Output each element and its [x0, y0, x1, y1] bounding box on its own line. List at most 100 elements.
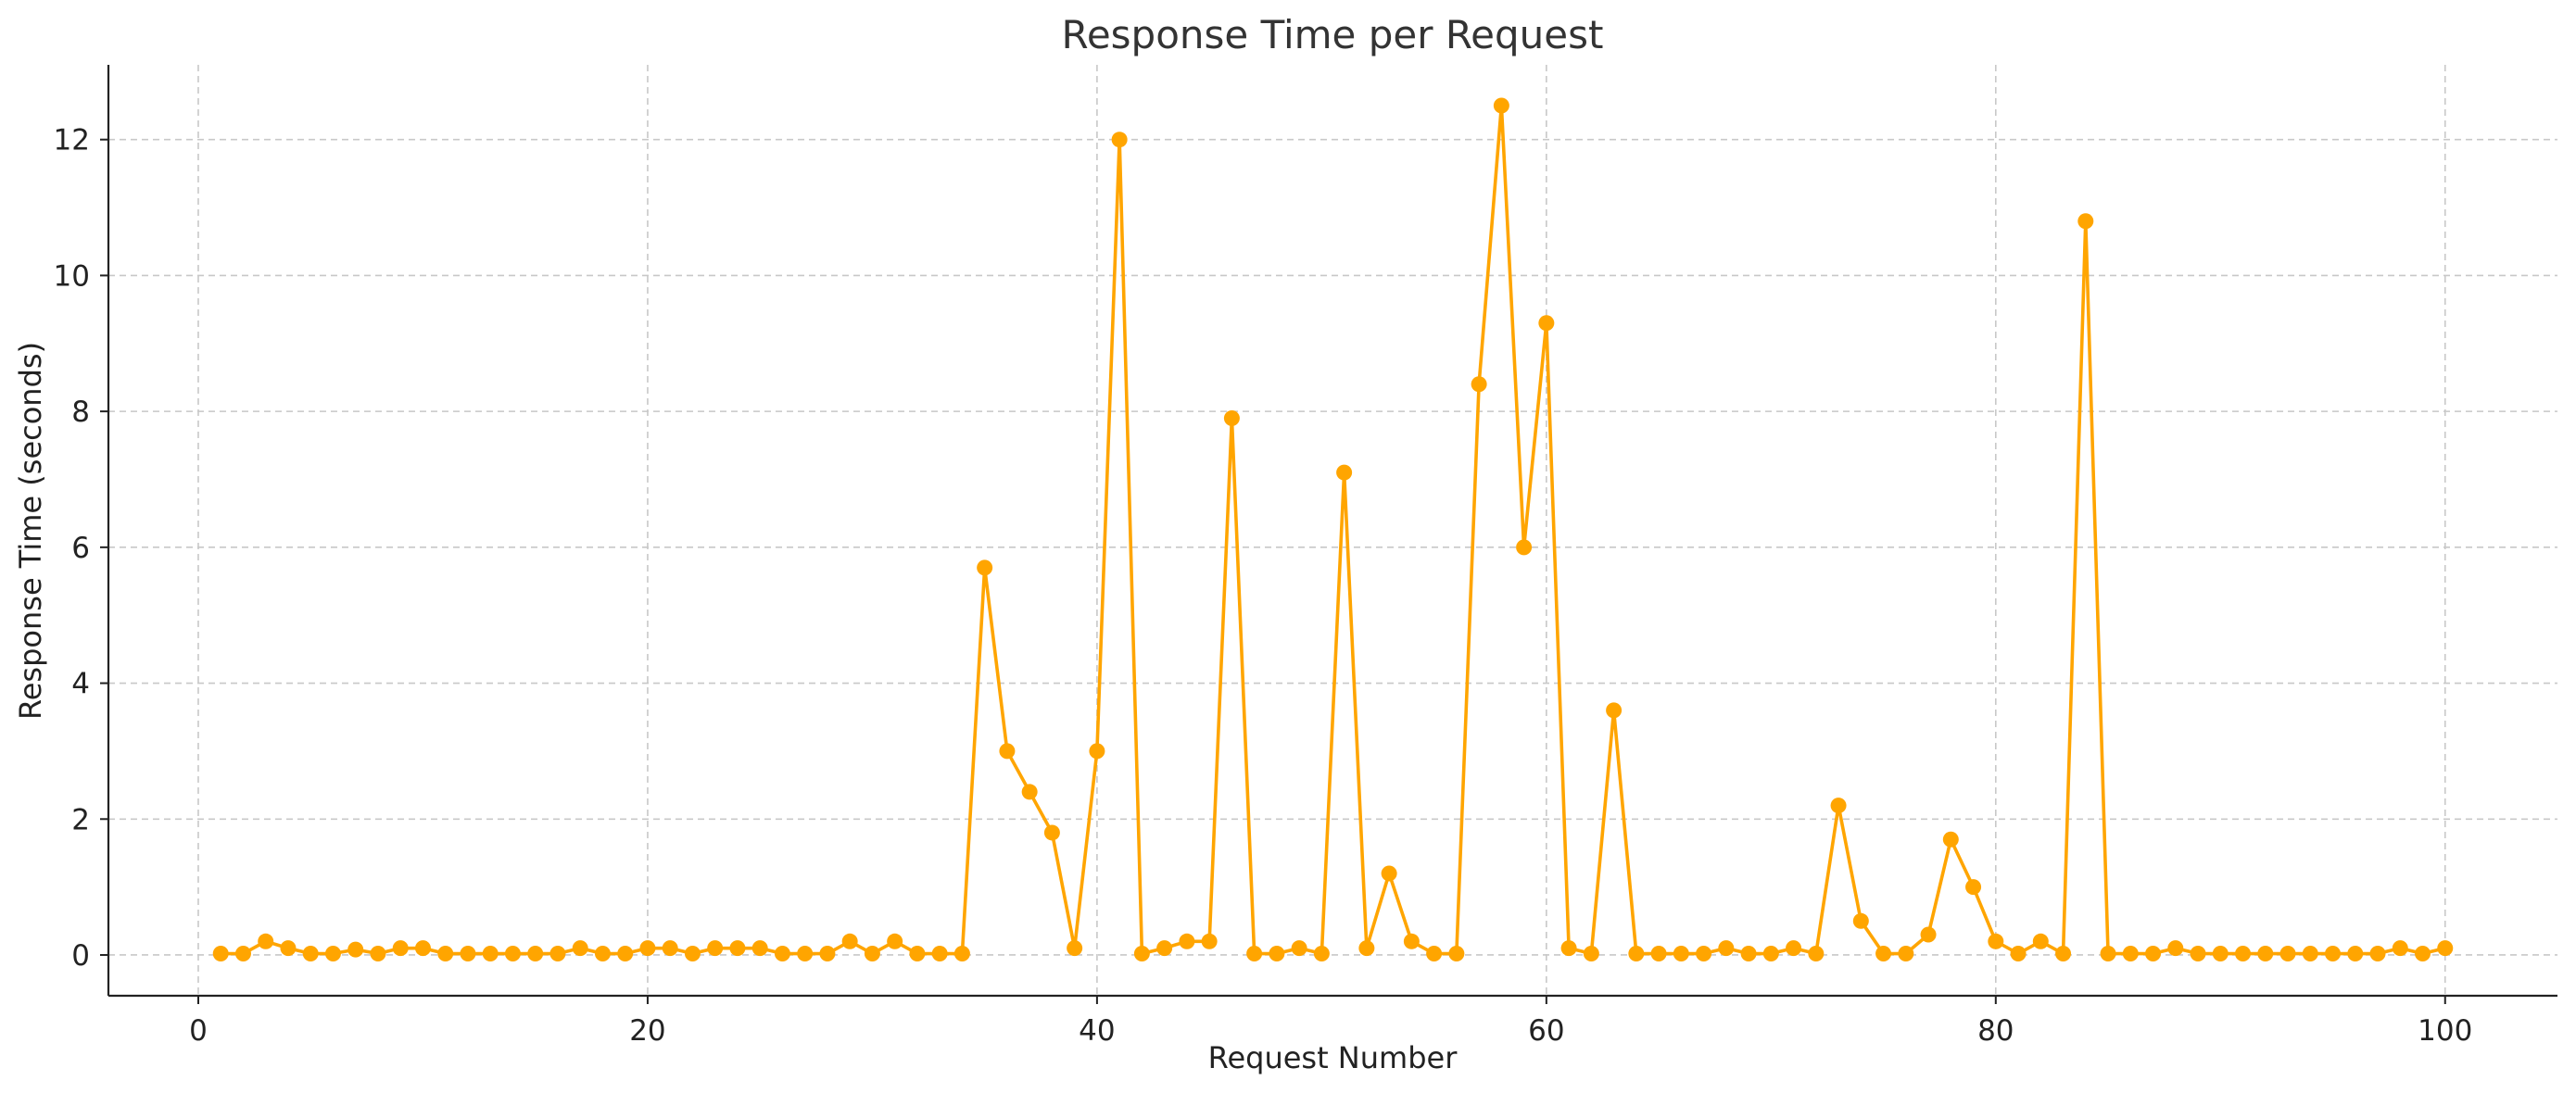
y-tick-label: 12	[54, 124, 90, 157]
data-point	[2122, 946, 2139, 962]
data-point	[1021, 784, 1038, 800]
data-point	[1740, 946, 1757, 962]
data-point	[2257, 946, 2274, 962]
x-tick-label: 40	[1079, 1014, 1115, 1048]
data-point	[1830, 798, 1847, 814]
data-point	[1673, 946, 1689, 962]
data-point	[1156, 940, 1173, 957]
data-point	[2347, 946, 2364, 962]
x-tick-label: 80	[1977, 1014, 2014, 1048]
data-point	[1133, 946, 1150, 962]
data-point	[1628, 946, 1645, 962]
data-point	[212, 946, 229, 962]
data-point	[1852, 912, 1869, 929]
data-point	[460, 946, 476, 962]
data-point	[1606, 702, 1623, 719]
data-point	[234, 946, 251, 962]
data-point	[1988, 933, 2004, 949]
y-tick-label: 0	[71, 939, 90, 973]
x-tick-label: 20	[629, 1014, 665, 1048]
data-point	[572, 940, 588, 957]
data-point	[999, 743, 1016, 760]
data-point	[639, 940, 656, 957]
data-point	[2145, 946, 2162, 962]
data-point	[1650, 946, 1667, 962]
data-point	[1448, 946, 1465, 962]
data-point	[1246, 946, 1263, 962]
data-point	[2415, 946, 2431, 962]
data-point	[1920, 926, 1937, 943]
data-point	[504, 946, 521, 962]
y-tick-label: 4	[71, 668, 90, 701]
data-point	[1426, 946, 1443, 962]
data-point	[1808, 946, 1825, 962]
y-tick-label: 8	[71, 396, 90, 429]
data-point	[2437, 940, 2454, 957]
data-point	[797, 946, 814, 962]
data-point	[909, 946, 926, 962]
data-point	[2302, 946, 2318, 962]
data-point	[2100, 946, 2116, 962]
chart-title: Response Time per Request	[1062, 12, 1604, 57]
data-point	[1223, 409, 1240, 426]
data-point	[707, 940, 724, 957]
y-axis-ticks: 0 2 4 6 8 10 12	[54, 124, 108, 973]
data-point	[1179, 933, 1195, 949]
data-point	[819, 946, 836, 962]
data-point	[751, 940, 768, 957]
y-tick-label: 6	[71, 532, 90, 565]
data-point	[2055, 946, 2072, 962]
x-tick-label: 0	[189, 1014, 208, 1048]
data-point	[1965, 879, 1982, 896]
data-point	[324, 946, 341, 962]
data-point	[2369, 946, 2386, 962]
data-point	[1201, 933, 1218, 949]
x-axis-label: Request Number	[1208, 1040, 1458, 1075]
x-tick-label: 100	[2418, 1014, 2472, 1048]
data-point	[414, 940, 431, 957]
series-group	[212, 97, 2454, 962]
data-point	[1493, 97, 1509, 114]
data-point	[774, 946, 790, 962]
data-point	[1471, 376, 1487, 393]
data-point	[594, 946, 611, 962]
data-point	[2190, 946, 2206, 962]
data-point	[1067, 940, 1083, 957]
data-point	[2032, 933, 2049, 949]
data-point	[258, 933, 274, 949]
data-point	[1560, 940, 1577, 957]
data-point	[549, 946, 566, 962]
y-axis-label: Response Time (seconds)	[13, 342, 48, 720]
data-point	[527, 946, 544, 962]
data-point	[1313, 946, 1330, 962]
data-point	[1111, 132, 1128, 148]
x-axis-ticks: 0 20 40 60 80 100	[189, 996, 2472, 1048]
data-point	[370, 946, 386, 962]
data-point	[931, 946, 948, 962]
x-tick-label: 60	[1528, 1014, 1564, 1048]
data-point	[1875, 946, 1892, 962]
data-point	[1696, 946, 1712, 962]
data-point	[1942, 831, 1959, 848]
data-point	[280, 940, 297, 957]
data-point	[1043, 824, 1060, 841]
data-point	[977, 559, 993, 576]
data-point	[1898, 946, 1914, 962]
data-point	[392, 940, 409, 957]
data-point	[1538, 315, 1555, 332]
data-point	[2212, 946, 2229, 962]
data-point	[864, 946, 880, 962]
data-point	[1403, 933, 1420, 949]
data-point	[729, 940, 746, 957]
data-point	[302, 946, 319, 962]
data-point	[437, 946, 454, 962]
data-point	[2279, 946, 2296, 962]
data-point	[2167, 940, 2184, 957]
data-point	[1336, 464, 1353, 481]
data-point	[1269, 946, 1285, 962]
data-point	[841, 933, 858, 949]
data-point	[1516, 539, 1533, 556]
data-point	[662, 940, 678, 957]
